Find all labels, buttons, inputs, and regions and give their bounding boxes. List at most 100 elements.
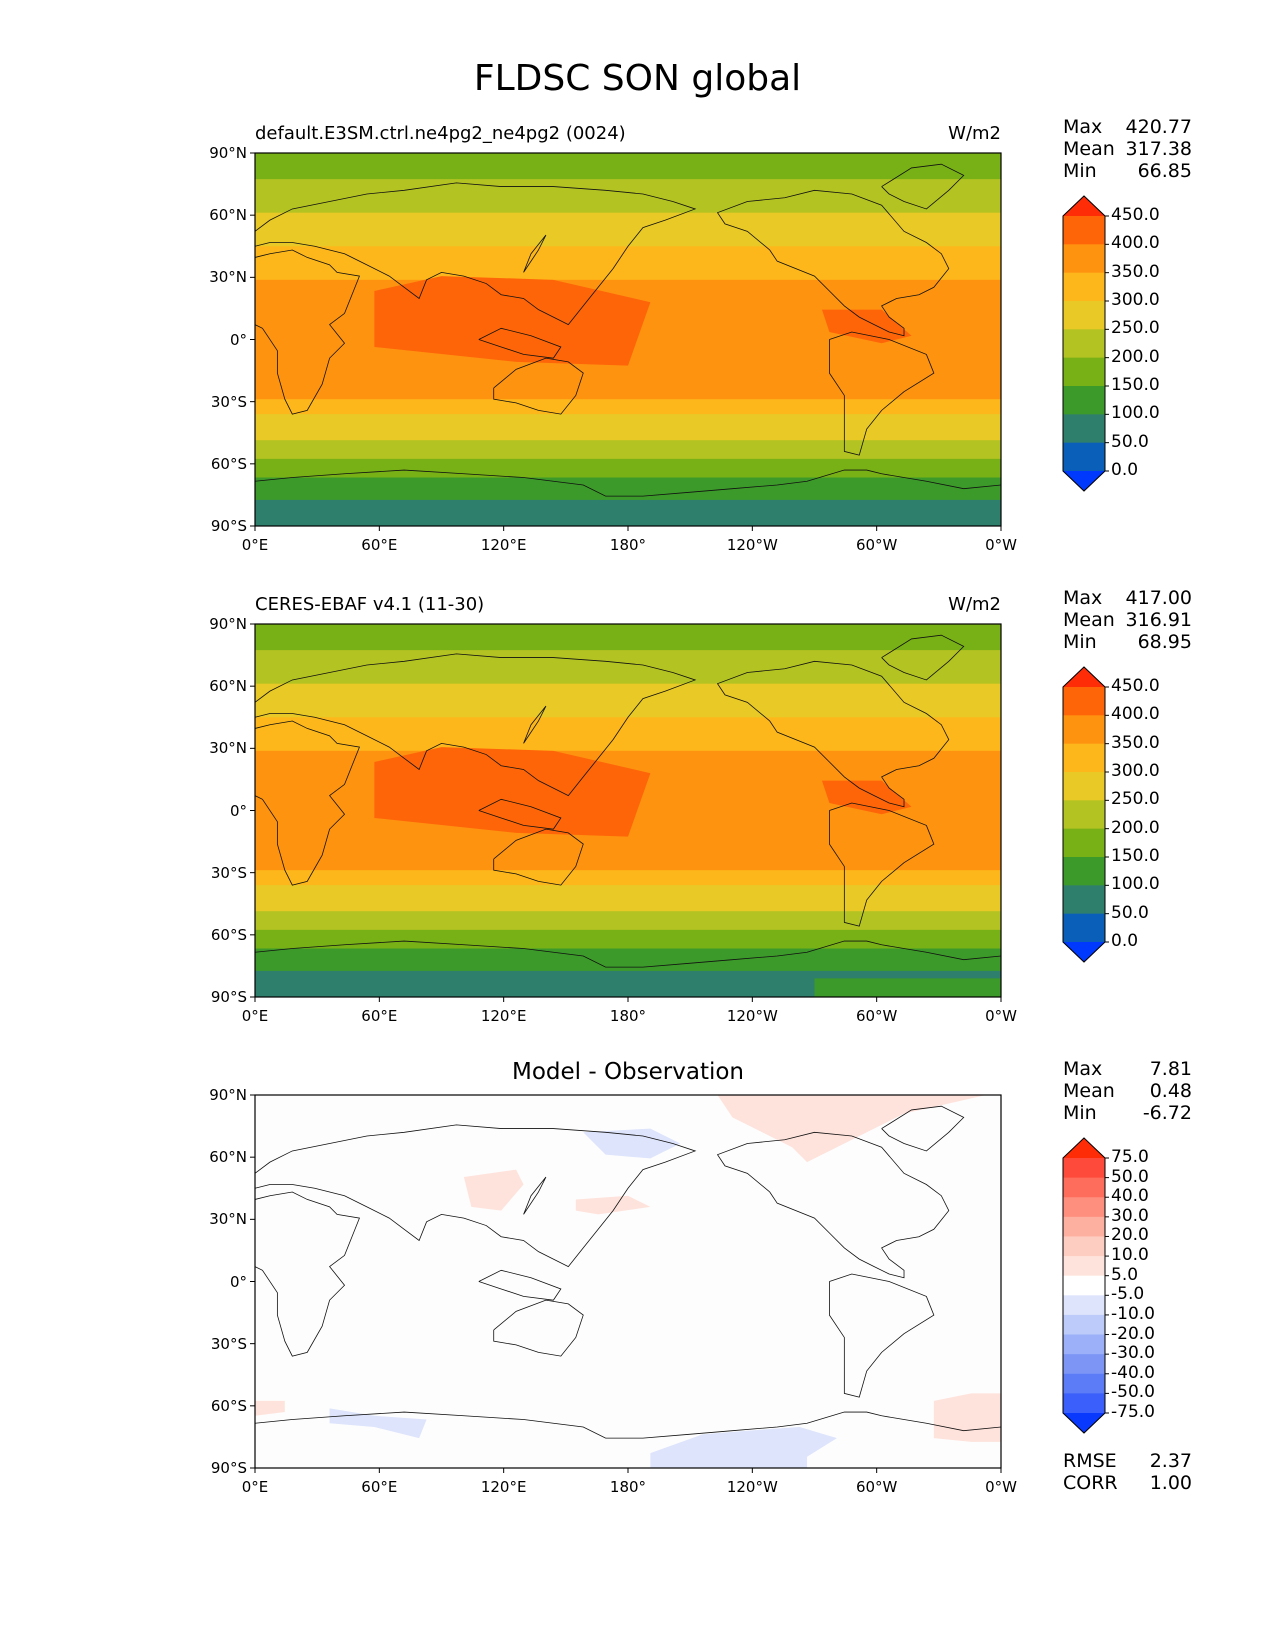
- coastline: [829, 802, 935, 927]
- coastline: [716, 1131, 950, 1279]
- anomaly-region: [329, 1408, 427, 1439]
- stat-label: Max: [1063, 587, 1103, 609]
- anomaly-region: [575, 1195, 651, 1215]
- stat-value: 66.85: [1137, 160, 1192, 182]
- coastline: [493, 828, 584, 886]
- colorbar-segment: [1063, 828, 1105, 858]
- colorbar-segment: [1063, 772, 1105, 801]
- colorbar-segment: [1063, 301, 1105, 330]
- y-tick-label: 60°S: [210, 1396, 247, 1415]
- colorbar-tick-label: 150.0: [1111, 375, 1160, 395]
- field-band: [255, 414, 1001, 441]
- colorbar-tick-label: 20.0: [1111, 1225, 1149, 1246]
- y-tick-label: 30°N: [209, 739, 247, 758]
- x-tick-label: 0°E: [241, 1478, 269, 1496]
- colorbar-tick-label: 400.0: [1111, 704, 1160, 725]
- coastline: [716, 660, 950, 808]
- colorbar-tick-label: 5.0: [1111, 1264, 1139, 1285]
- coastline: [829, 331, 935, 456]
- x-tick-label: 120°E: [480, 1478, 527, 1496]
- coastline: [881, 634, 965, 681]
- y-tick-label: 90°N: [209, 615, 247, 633]
- colorbar-tick-label: 10.0: [1111, 1245, 1149, 1266]
- field-band: [255, 153, 1001, 180]
- colorbar-segment: [1063, 1236, 1105, 1257]
- colorbar-tick-label: -40.0: [1111, 1362, 1155, 1383]
- colorbar-tick-label: -30.0: [1111, 1343, 1155, 1364]
- stat-label: Max: [1063, 1058, 1103, 1080]
- stat-label: RMSE: [1063, 1450, 1117, 1472]
- colorbar-segment: [1063, 1314, 1105, 1336]
- colorbar-tick-label: -50.0: [1111, 1382, 1155, 1403]
- x-tick-label: 60°E: [361, 536, 398, 554]
- x-tick-label: 60°W: [855, 1007, 898, 1025]
- colorbar-segment: [1063, 442, 1105, 472]
- figure-title: FLDSC SON global: [473, 58, 802, 99]
- x-tick-label: 60°E: [361, 1478, 398, 1496]
- y-tick-label: 60°N: [209, 1148, 247, 1167]
- field-band: [255, 650, 1001, 685]
- antarctic-region: [814, 978, 1001, 997]
- colorbar-extend-min: [1063, 942, 1105, 962]
- colorbar: [1062, 195, 1109, 492]
- x-tick-label: 120°W: [726, 1478, 778, 1496]
- y-tick-label: 30°S: [210, 863, 247, 882]
- x-tick-label: 180°: [609, 1007, 647, 1025]
- colorbar-tick-label: 400.0: [1111, 233, 1160, 254]
- panel-units: W/m2: [948, 123, 1001, 144]
- colorbar-extend-min: [1063, 471, 1105, 491]
- map-panel-model: [250, 152, 1002, 531]
- coastline: [493, 357, 584, 415]
- anomaly-region: [933, 1393, 1001, 1442]
- colorbar-tick-label: -5.0: [1111, 1284, 1145, 1305]
- stat-label: Max: [1063, 116, 1103, 138]
- field-band: [255, 717, 1001, 752]
- colorbar-tick-label: 200.0: [1111, 346, 1160, 367]
- y-tick-label: 30°N: [209, 268, 247, 287]
- coastline: [829, 1273, 935, 1398]
- colorbar-segment: [1063, 1354, 1105, 1375]
- y-tick-label: 30°S: [210, 392, 247, 411]
- colorbar-extend-min: [1063, 1413, 1105, 1433]
- stat-label: Mean: [1063, 138, 1115, 160]
- panel-title-left: CERES-EBAF v4.1 (11-30): [255, 594, 485, 615]
- colorbar-segment: [1063, 857, 1105, 886]
- colorbar-segment: [1063, 1177, 1105, 1198]
- stat-value: 68.95: [1137, 631, 1192, 653]
- colorbar-segment: [1063, 357, 1105, 387]
- coastline: [254, 1191, 360, 1357]
- coastline: [478, 798, 562, 830]
- colorbar-tick-label: 40.0: [1111, 1186, 1149, 1207]
- x-tick-label: 0°W: [985, 1478, 1017, 1496]
- coastline: [478, 327, 562, 359]
- colorbar-extend-max: [1063, 1138, 1105, 1158]
- stat-value: -6.72: [1142, 1102, 1192, 1124]
- field-band: [255, 212, 1001, 247]
- colorbar-tick-label: -20.0: [1111, 1323, 1155, 1344]
- stat-value: 417.00: [1125, 587, 1192, 609]
- y-tick-label: 60°N: [209, 206, 247, 225]
- coastline: [254, 1411, 1002, 1439]
- stat-label: CORR: [1063, 1472, 1118, 1494]
- colorbar-tick-label: 200.0: [1111, 817, 1160, 838]
- anomaly-region: [717, 1095, 987, 1163]
- colorbar-segment: [1063, 1393, 1105, 1414]
- colorbar-tick-label: -75.0: [1111, 1402, 1155, 1422]
- y-tick-label: 90°N: [209, 1086, 247, 1104]
- colorbar-tick-label: 0.0: [1111, 931, 1139, 951]
- coastline: [254, 720, 360, 886]
- colorbar-segment: [1063, 1216, 1105, 1237]
- colorbar-tick-label: 150.0: [1111, 846, 1160, 866]
- colorbar-tick-label: 50.0: [1111, 431, 1149, 452]
- x-tick-label: 0°W: [985, 536, 1017, 554]
- stat-label: Min: [1063, 1102, 1097, 1124]
- colorbar-segment: [1063, 913, 1105, 943]
- stat-label: Min: [1063, 631, 1097, 653]
- panel-units: W/m2: [948, 594, 1001, 615]
- colorbar-segment: [1063, 216, 1105, 245]
- stat-label: Mean: [1063, 609, 1115, 631]
- colorbar-tick-label: 350.0: [1111, 261, 1160, 282]
- colorbar-tick-label: 30.0: [1111, 1205, 1149, 1226]
- field-band: [255, 870, 1001, 886]
- colorbar-segment: [1063, 885, 1105, 915]
